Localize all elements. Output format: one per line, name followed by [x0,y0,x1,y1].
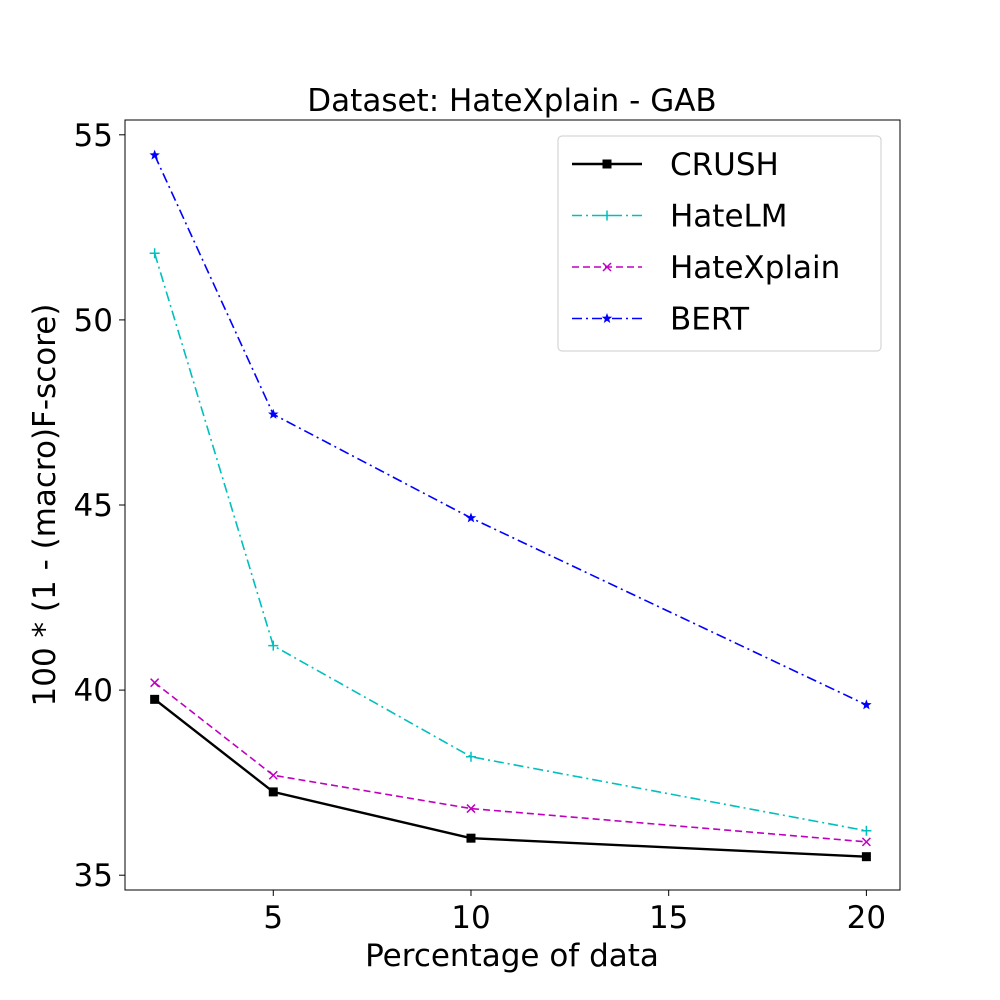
legend-item-hatexplain: HateXplain [572,250,840,286]
legend-label-hatelm: HateLM [670,199,788,235]
x-tick-label: 20 [847,900,886,936]
y-tick-label: 45 [74,488,113,524]
data-point-crush [861,852,871,862]
series-hatexplain [150,678,871,847]
legend-item-crush: CRUSH [572,147,779,183]
legend-item-hatelm: HateLM [572,199,788,235]
data-point-hatexplain [861,837,871,847]
series-bert [149,149,872,710]
legend-label-bert: BERT [670,302,750,338]
chart-title: Dataset: HateXplain - GAB [307,83,716,119]
x-tick-label: 10 [451,900,490,936]
series-line-bert [153,154,867,706]
data-point-crush [150,694,160,704]
data-point-hatelm [149,248,160,259]
y-tick-label: 55 [74,118,113,154]
series-line-hatelm [153,253,867,832]
y-tick-label: 50 [74,303,113,339]
data-point-hatelm [465,751,476,762]
series-hatelm [149,248,872,836]
data-point-hatexplain [150,678,160,688]
legend-label-hatexplain: HateXplain [670,250,840,286]
x-tick-label: 5 [263,900,283,936]
data-point-hatelm [268,640,279,651]
data-point-hatexplain [466,804,476,814]
series-crush [150,694,871,862]
data-point-hatelm [861,825,872,836]
legend-label-crush: CRUSH [670,147,779,183]
data-point-bert [861,699,872,710]
y-tick-label: 35 [74,858,113,894]
data-point-bert [465,512,477,523]
y-tick-label: 40 [74,673,113,709]
legend-marker-hatelm [602,210,612,221]
legend-marker-bert [601,313,613,323]
data-point-crush [268,787,278,797]
legend: CRUSH HateLM HateXplain BERT [557,135,882,352]
x-tick-label: 15 [649,900,688,936]
data-point-crush [466,833,476,843]
legend-marker-hatexplain [602,262,612,272]
legend-marker-crush [602,159,612,169]
data-point-hatexplain [268,770,278,780]
x-axis-label: Percentage of data [365,938,659,974]
data-point-bert [268,408,279,419]
series-line-crush [153,698,867,858]
legend-box [557,135,882,352]
data-point-bert [149,149,160,160]
y-axis-label: 100 * (1 - (macro)F-score) [27,304,63,707]
legend-item-bert: BERT [572,302,750,338]
